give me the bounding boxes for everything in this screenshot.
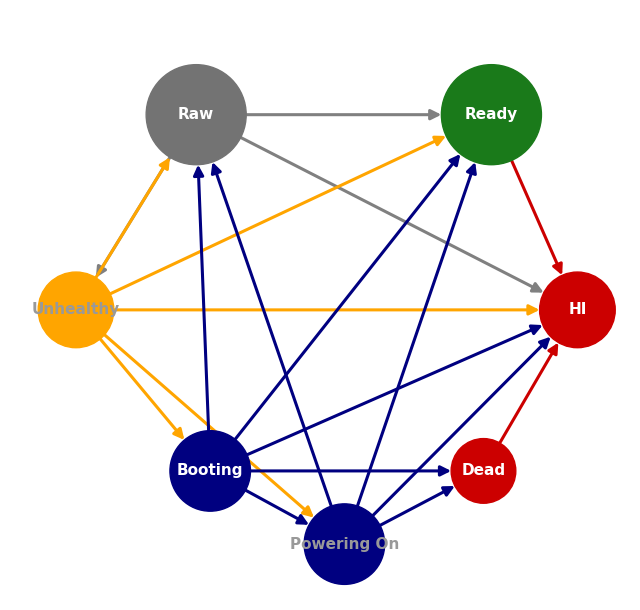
Circle shape — [442, 65, 541, 165]
Text: Ready: Ready — [465, 107, 518, 122]
Circle shape — [38, 272, 114, 348]
Circle shape — [540, 272, 615, 348]
Text: Unhealthy: Unhealthy — [32, 303, 120, 317]
Text: Raw: Raw — [178, 107, 214, 122]
Text: Booting: Booting — [177, 464, 243, 478]
Circle shape — [304, 504, 385, 584]
Text: Powering On: Powering On — [290, 537, 399, 551]
Circle shape — [170, 431, 250, 511]
Text: HI: HI — [568, 303, 587, 317]
Circle shape — [146, 65, 246, 165]
Text: Dead: Dead — [461, 464, 506, 478]
Circle shape — [451, 439, 516, 503]
